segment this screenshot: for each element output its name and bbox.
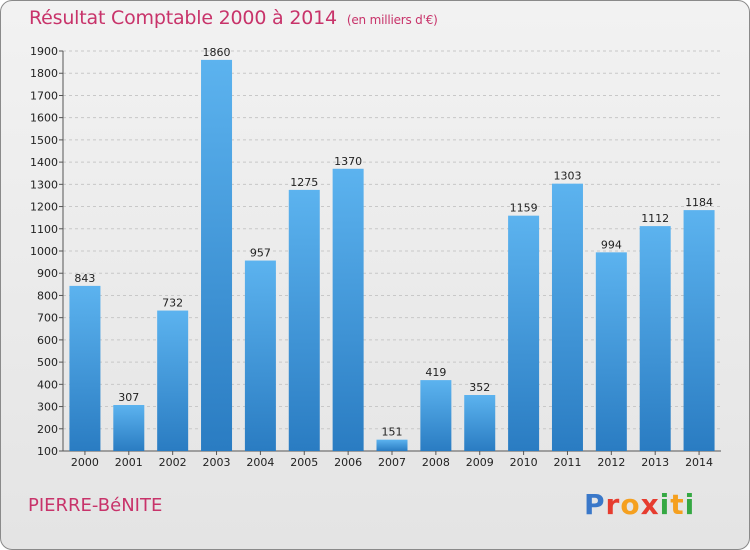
brand-letter: o (620, 488, 641, 521)
bar (376, 439, 408, 451)
chart-title: Résultat Comptable 2000 à 2014 (en millie… (29, 7, 438, 29)
x-tick-label: 2008 (422, 456, 450, 469)
bar (201, 59, 233, 452)
y-tick-label: 1100 (30, 223, 58, 236)
bar (551, 183, 583, 451)
bar-value-label: 1112 (641, 212, 669, 225)
y-tick-label: 1300 (30, 178, 58, 191)
y-tick-label: 1000 (30, 245, 58, 258)
x-tick-label: 2009 (466, 456, 494, 469)
y-tick-label: 1800 (30, 67, 58, 80)
brand-letter: r (605, 488, 621, 521)
brand-letter: x (640, 488, 660, 521)
x-tick-label: 2003 (203, 456, 231, 469)
x-tick-label: 2014 (685, 456, 713, 469)
bar (595, 252, 627, 451)
bar (69, 285, 101, 451)
y-tick-label: 1500 (30, 134, 58, 147)
bar (244, 260, 276, 451)
brand-letter: P (584, 488, 606, 521)
bar-value-label: 843 (74, 272, 95, 285)
bar-value-label: 1159 (510, 202, 538, 215)
bar-value-label: 419 (425, 366, 446, 379)
bar-value-label: 732 (162, 297, 183, 310)
bar-value-label: 957 (250, 247, 271, 260)
bar-value-label: 1860 (203, 46, 231, 59)
bar (639, 226, 671, 451)
bar (157, 310, 189, 451)
y-tick-label: 700 (37, 312, 58, 325)
y-tick-label: 400 (37, 378, 58, 391)
x-tick-label: 2005 (290, 456, 318, 469)
chart-subtitle: (en milliers d'€) (346, 13, 438, 27)
y-tick-label: 1900 (30, 45, 58, 58)
x-tick-label: 2010 (510, 456, 538, 469)
brand-letter: i (659, 488, 671, 521)
x-tick-label: 2013 (641, 456, 669, 469)
y-tick-label: 800 (37, 289, 58, 302)
x-tick-label: 2000 (71, 456, 99, 469)
bar-value-label: 307 (118, 391, 139, 404)
x-tick-label: 2004 (246, 456, 274, 469)
brand-letter: t (670, 488, 685, 521)
bar-value-label: 994 (601, 238, 622, 251)
brand-logo: Proxiti (584, 488, 695, 521)
y-tick-label: 200 (37, 423, 58, 436)
x-tick-label: 2007 (378, 456, 406, 469)
y-tick-label: 100 (37, 445, 58, 458)
y-tick-label: 1400 (30, 156, 58, 169)
x-tick-label: 2001 (115, 456, 143, 469)
chart-title-text: Résultat Comptable 2000 à 2014 (29, 7, 337, 29)
bar-value-label: 1370 (334, 155, 362, 168)
bar (508, 215, 540, 451)
bar-value-label: 1303 (553, 170, 581, 183)
bar-value-label: 151 (382, 426, 403, 439)
y-tick-label: 600 (37, 334, 58, 347)
y-tick-label: 900 (37, 267, 58, 280)
bar (113, 405, 145, 451)
y-tick-label: 300 (37, 401, 58, 414)
y-tick-label: 1200 (30, 201, 58, 214)
y-tick-label: 1700 (30, 89, 58, 102)
bar (332, 168, 364, 451)
city-name: PIERRE-BéNITE (28, 495, 163, 516)
bar (683, 210, 715, 451)
bar (464, 395, 496, 451)
bar (420, 380, 452, 451)
x-tick-label: 2011 (553, 456, 581, 469)
x-tick-label: 2002 (159, 456, 187, 469)
value-labels: 843 307 732 1860 957 1275 1370 151 419 352 1159 130… (74, 46, 713, 439)
bar-value-label: 1184 (685, 196, 713, 209)
y-tick-label: 1600 (30, 112, 58, 125)
x-tick-label: 2012 (597, 456, 625, 469)
bar (288, 189, 320, 451)
bars (69, 59, 715, 452)
x-tick-label: 2006 (334, 456, 362, 469)
y-tick-label: 500 (37, 356, 58, 369)
brand-letter: i (684, 488, 696, 521)
bar-value-label: 352 (469, 381, 490, 394)
bar-value-label: 1275 (290, 176, 318, 189)
